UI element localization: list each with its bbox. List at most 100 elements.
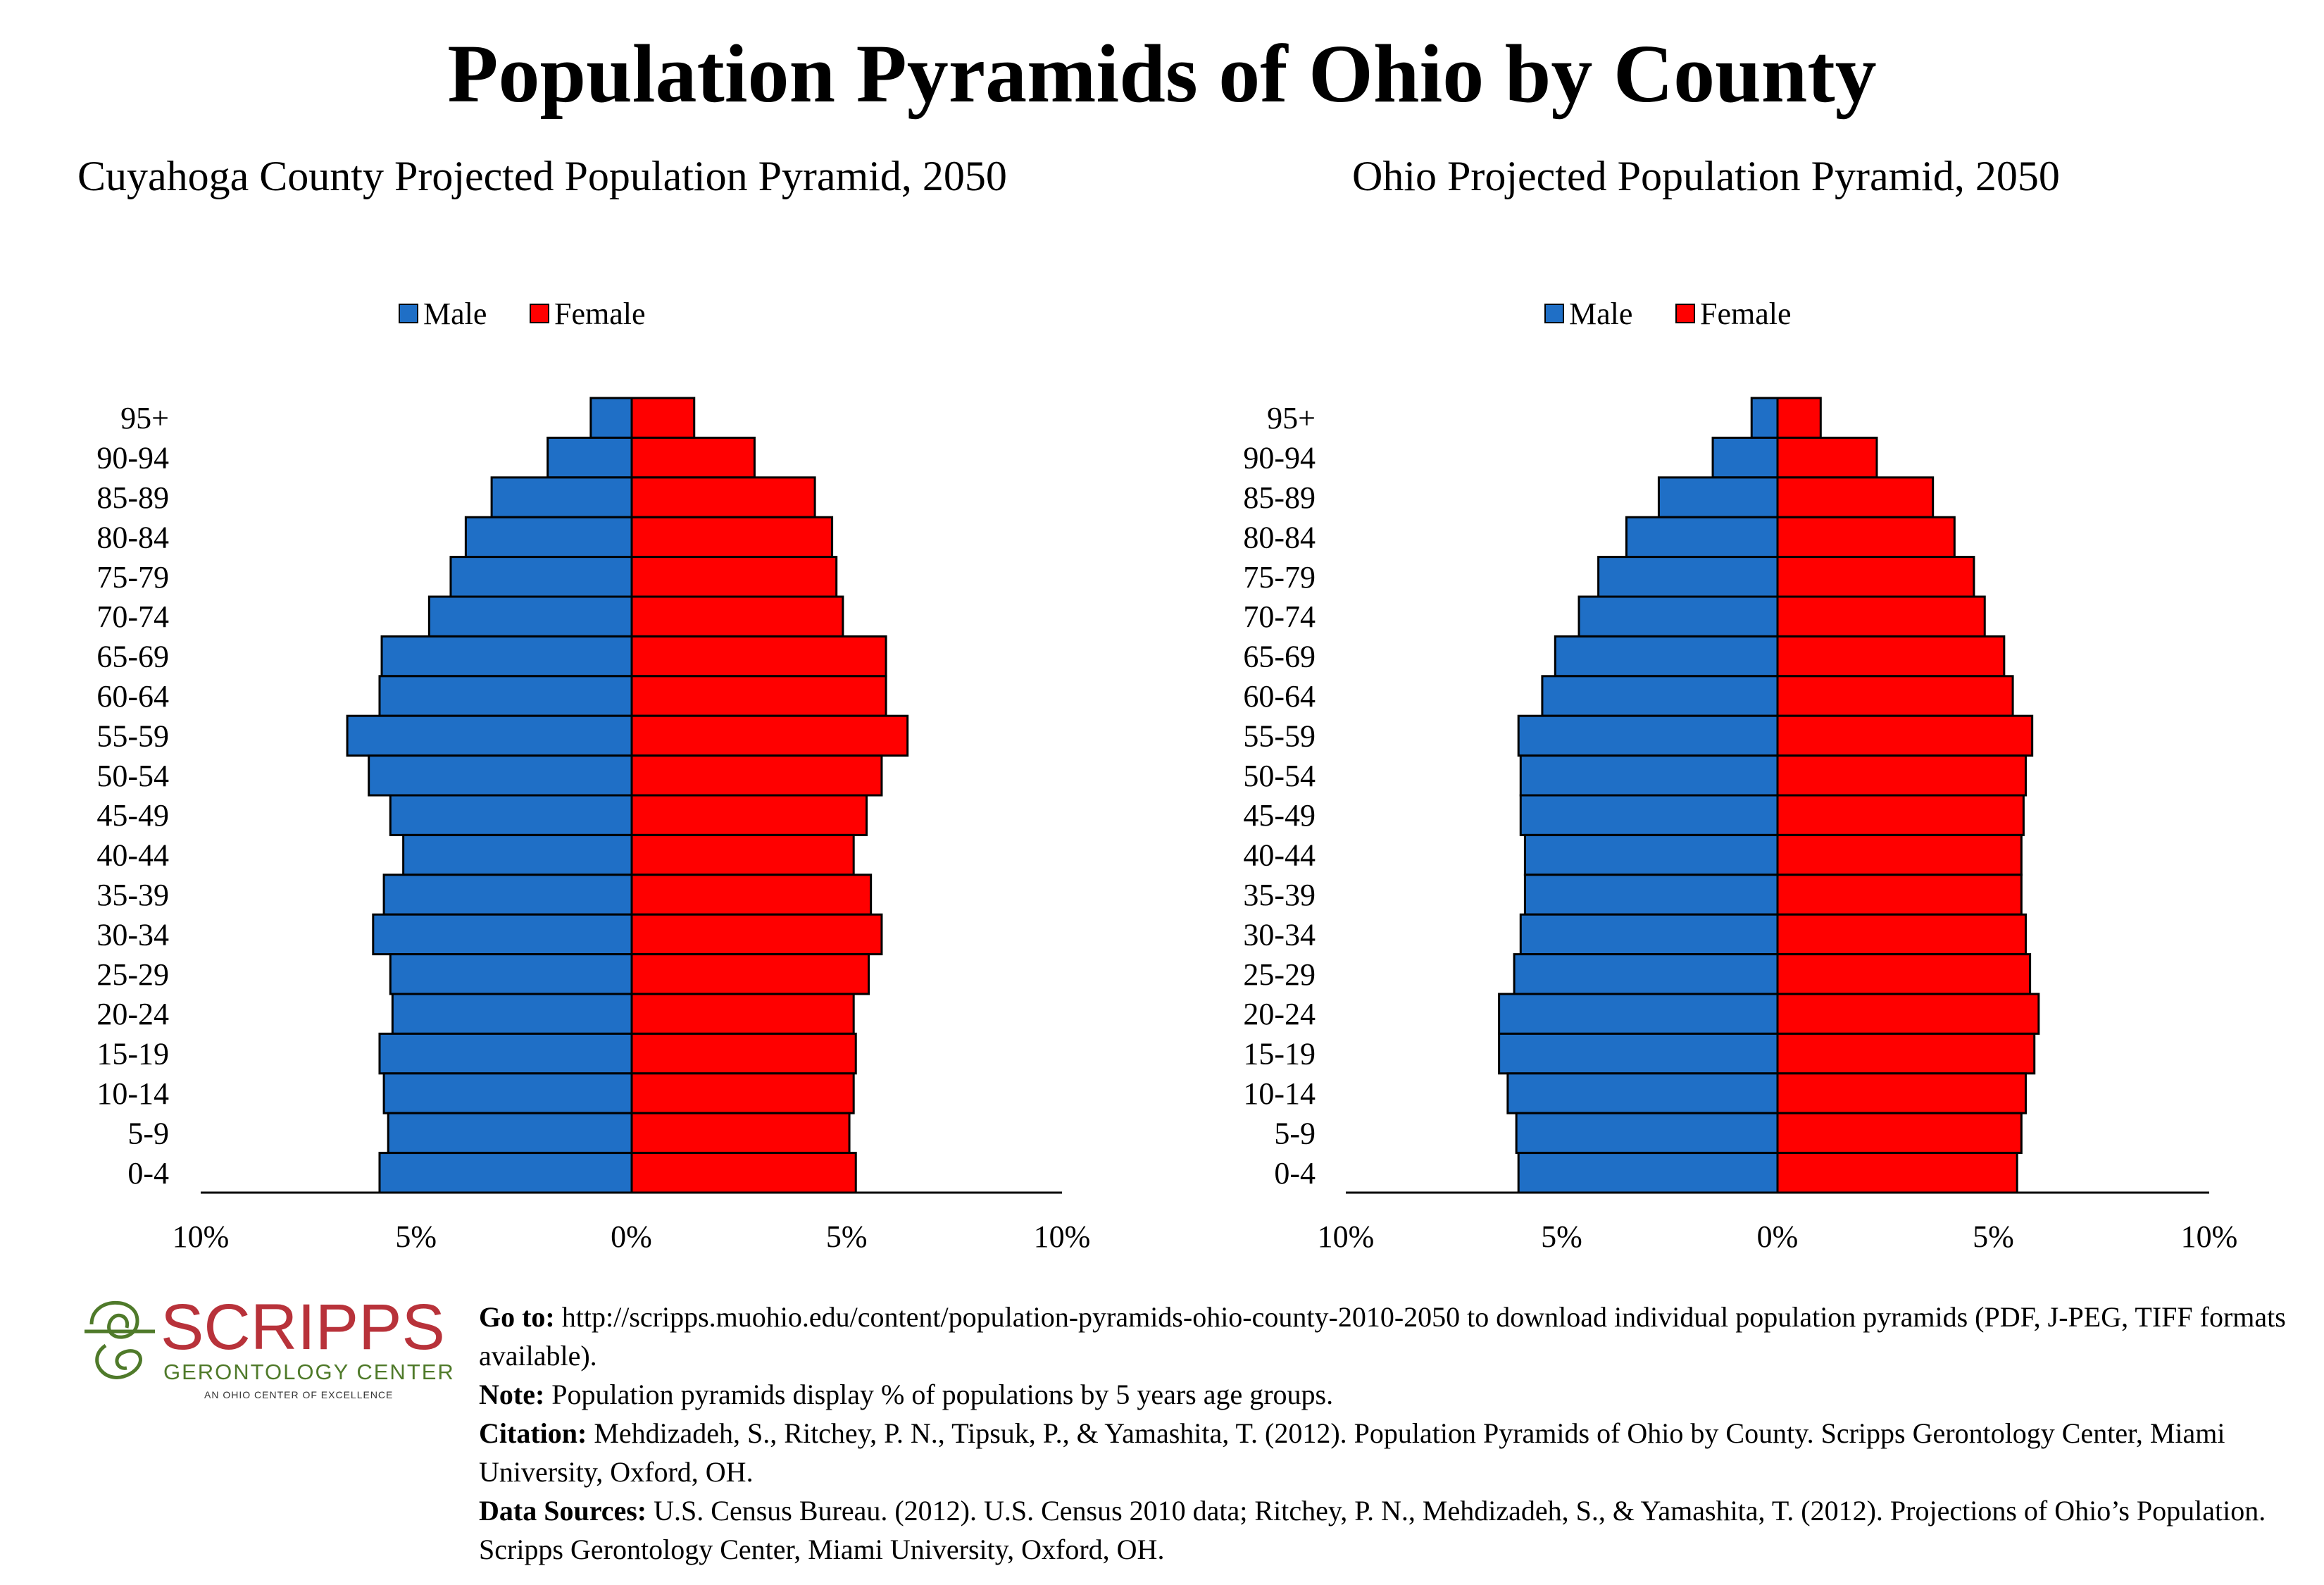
footer-goto: Go to: http://scripps.muohio.edu/content… — [479, 1298, 2310, 1375]
age-group-label: 10-14 — [96, 1076, 169, 1111]
bar-male — [427, 595, 633, 638]
x-tick-label: 10% — [2181, 1219, 2238, 1254]
age-group-label: 70-74 — [96, 599, 169, 634]
bar-female — [630, 993, 855, 1035]
age-group-label: 45-49 — [96, 798, 169, 833]
bar-female — [1776, 794, 2025, 836]
bar-female — [630, 595, 844, 638]
bar-male — [368, 754, 633, 797]
age-group-label: 5-9 — [1274, 1116, 1316, 1150]
age-group-label: 0-4 — [1274, 1156, 1316, 1191]
bar-male — [1541, 675, 1779, 717]
bar-male — [589, 397, 633, 439]
bar-male — [382, 1072, 633, 1114]
age-group-label: 50-54 — [96, 759, 169, 793]
x-tick-label: 0% — [1757, 1219, 1799, 1254]
age-group-label: 65-69 — [96, 640, 169, 674]
age-group-label: 30-34 — [96, 917, 169, 952]
bar-male — [1554, 635, 1779, 678]
bar-female — [1776, 874, 2023, 916]
citation-text: Mehdizadeh, S., Ritchey, P. N., Tipsuk, … — [479, 1417, 2225, 1488]
bar-female — [1776, 754, 2027, 797]
bar-male — [1517, 714, 1779, 757]
bar-female — [1776, 556, 1975, 598]
bar-female — [630, 516, 834, 559]
bar-female — [1776, 1112, 2023, 1155]
age-group-label: 5-9 — [127, 1116, 169, 1150]
bar-female — [1776, 913, 2027, 956]
bar-female — [630, 754, 883, 797]
bar-female — [1776, 397, 1822, 439]
age-group-label: 95+ — [120, 401, 169, 435]
age-group-label: 75-79 — [96, 560, 169, 595]
bar-male — [387, 1112, 633, 1155]
bar-female — [1776, 993, 2040, 1035]
bar-female — [1776, 516, 1956, 559]
sources-text: U.S. Census Bureau. (2012). U.S. Census … — [479, 1495, 2266, 1565]
age-group-label: 35-39 — [1243, 878, 1316, 912]
bar-male — [1519, 794, 1779, 836]
bar-female — [630, 1112, 851, 1155]
bar-male — [1519, 754, 1779, 797]
age-group-label: 65-69 — [1243, 640, 1316, 674]
logo-tagline: AN OHIO CENTER OF EXCELLENCE — [204, 1389, 393, 1400]
legend-male-swatch — [1544, 304, 1564, 323]
bar-male — [1513, 953, 1779, 995]
age-group-label: 90-94 — [96, 441, 169, 476]
age-group-label: 60-64 — [1243, 679, 1316, 714]
age-group-label: 40-44 — [96, 838, 169, 873]
bar-female — [1776, 953, 2032, 995]
bar-male — [449, 556, 633, 598]
x-tick-label: 0% — [611, 1219, 652, 1254]
note-text: Population pyramids display % of populat… — [551, 1379, 1334, 1410]
bar-male — [1506, 1072, 1779, 1114]
age-group-label: 45-49 — [1243, 798, 1316, 833]
x-tick-label: 10% — [1034, 1219, 1091, 1254]
bar-male — [391, 993, 633, 1035]
x-tick-label: 5% — [1973, 1219, 2014, 1254]
age-group-label: 95+ — [1267, 401, 1316, 435]
bar-male — [490, 476, 633, 518]
bar-female — [1776, 675, 2014, 717]
goto-text: http://scripps.muohio.edu/content/popula… — [479, 1301, 2286, 1372]
pyramid-charts: Cuyahoga County Projected Population Pyr… — [77, 153, 2238, 1254]
bar-female — [1776, 1032, 2036, 1075]
age-group-label: 80-84 — [96, 520, 169, 554]
age-group-label: 60-64 — [96, 679, 169, 714]
age-group-label: 55-59 — [1243, 719, 1316, 753]
bar-male — [346, 714, 633, 757]
bar-female — [630, 913, 883, 956]
bar-female — [1776, 1152, 2018, 1194]
bar-female — [1776, 714, 2034, 757]
age-group-label: 70-74 — [1243, 599, 1316, 634]
bar-female — [630, 953, 870, 995]
bar-male — [380, 635, 633, 678]
bar-female — [630, 397, 696, 439]
bar-male — [1578, 595, 1779, 638]
bar-male — [1657, 476, 1779, 518]
bar-female — [630, 874, 873, 916]
age-group-label: 35-39 — [96, 878, 169, 912]
bar-male — [1517, 1152, 1779, 1194]
age-group-label: 55-59 — [96, 719, 169, 753]
bar-female — [1776, 436, 1878, 479]
bar-male — [1498, 993, 1779, 1035]
age-group-label: 20-24 — [1243, 997, 1316, 1031]
bar-female — [1776, 635, 2006, 678]
bar-male — [546, 436, 633, 479]
legend-male-label: Male — [423, 297, 487, 331]
x-tick-label: 10% — [1318, 1219, 1375, 1254]
logo-name: SCRIPPS — [161, 1291, 445, 1363]
age-group-label: 85-89 — [1243, 480, 1316, 515]
legend-male-label: Male — [1569, 297, 1632, 331]
bar-female — [630, 675, 887, 717]
age-group-label: 20-24 — [96, 997, 169, 1031]
bar-male — [1597, 556, 1779, 598]
bar-female — [1776, 833, 2023, 876]
bar-female — [1776, 595, 1986, 638]
age-group-label: 85-89 — [96, 480, 169, 515]
bar-female — [630, 1032, 857, 1075]
scripps-swirl-icon — [85, 1300, 155, 1379]
bar-male — [464, 516, 633, 559]
legend-male-swatch — [399, 304, 418, 323]
